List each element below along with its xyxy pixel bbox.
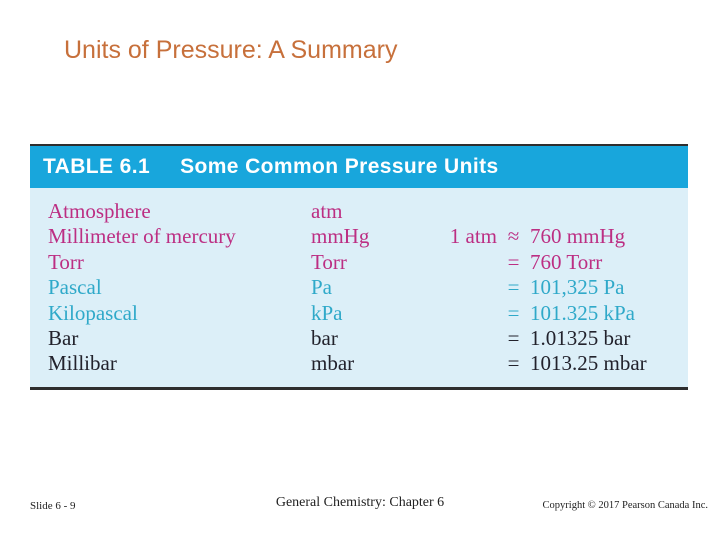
unit-abbreviation: Torr <box>311 249 347 274</box>
table-row: Kilopascal kPa = 101.325 kPa <box>30 301 688 326</box>
table-header: TABLE 6.1 Some Common Pressure Units <box>30 146 688 188</box>
table-body: Atmosphere atm Millimeter of mercury mmH… <box>30 188 688 387</box>
conversion-value <box>530 199 688 224</box>
conversion-value: 101.325 kPa <box>530 300 635 325</box>
conversion-sign: ≈ <box>507 224 520 249</box>
conversion-value: 760 mmHg <box>530 224 626 249</box>
conversion-prefix <box>437 351 497 376</box>
conversion-prefix: 1 atm <box>449 224 497 249</box>
conversion-sign: = <box>507 300 520 325</box>
conversion-prefix <box>437 199 497 224</box>
unit-abbreviation: Pa <box>311 275 332 300</box>
conversion-value: 760 Torr <box>530 249 603 274</box>
conversion-sign: = <box>507 351 520 376</box>
conversion-sign <box>497 199 530 224</box>
conversion-prefix <box>437 301 497 326</box>
conversion-prefix <box>437 250 497 275</box>
table-row: Bar bar = 1.01325 bar <box>30 326 688 351</box>
unit-name: Kilopascal <box>48 300 138 325</box>
unit-name: Millimeter of mercury <box>48 224 236 249</box>
unit-abbreviation: mbar <box>311 351 355 376</box>
table-row: Millibar mbar = 1013.25 mbar <box>30 351 688 376</box>
unit-name: Millibar <box>48 351 117 376</box>
unit-name: Bar <box>48 326 79 351</box>
unit-abbreviation: mmHg <box>311 224 370 249</box>
table-row: Atmosphere atm <box>30 199 688 224</box>
conversion-sign: = <box>507 275 520 300</box>
conversion-prefix <box>437 275 497 300</box>
unit-abbreviation: atm <box>311 199 343 223</box>
slide-number: Slide 6 - 9 <box>30 500 76 512</box>
footer-book-title: General Chemistry: Chapter 6 <box>275 495 445 510</box>
conversion-sign: = <box>507 249 520 274</box>
conversion-prefix <box>437 326 497 351</box>
conversion-value: 101,325 Pa <box>530 275 625 300</box>
table-row: Torr Torr = 760 Torr <box>30 250 688 275</box>
table-caption: Some Common Pressure Units <box>180 155 499 178</box>
pressure-units-table: TABLE 6.1 Some Common Pressure Units Atm… <box>30 144 688 390</box>
conversion-value: 1.01325 bar <box>530 326 631 351</box>
conversion-sign: = <box>507 326 520 351</box>
table-row: Pascal Pa = 101,325 Pa <box>30 275 688 300</box>
unit-abbreviation: kPa <box>311 300 343 325</box>
unit-name: Pascal <box>48 275 102 300</box>
table-row: Millimeter of mercury mmHg 1 atm ≈ 760 m… <box>30 224 688 249</box>
table-label: TABLE 6.1 <box>43 155 151 178</box>
page-title: Units of Pressure: A Summary <box>64 36 398 64</box>
unit-name: Torr <box>48 249 84 274</box>
conversion-value: 1013.25 mbar <box>530 351 647 376</box>
footer-copyright: Copyright © 2017 Pearson Canada Inc. <box>542 500 708 511</box>
unit-abbreviation: bar <box>311 326 338 351</box>
unit-name: Atmosphere <box>48 199 151 223</box>
